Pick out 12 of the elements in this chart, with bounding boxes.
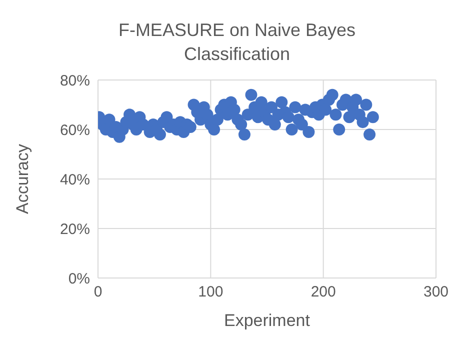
x-tick-label: 300: [423, 284, 449, 301]
x-tick-label: 200: [310, 284, 336, 301]
y-tick-label: 0%: [68, 270, 90, 288]
y-tick-label: 20%: [60, 220, 90, 238]
x-axis-title: Experiment: [224, 311, 310, 330]
chart-title: F-MEASURE on Naive Bayes Classification: [117, 19, 357, 66]
x-tick-label: 100: [198, 284, 224, 301]
y-tick-label: 80%: [60, 72, 90, 90]
x-tick-label: 0: [94, 284, 102, 301]
y-axis-title: Accuracy: [13, 144, 32, 214]
y-tick-label: 40%: [60, 171, 90, 188]
y-tick-label: 60%: [60, 122, 90, 139]
